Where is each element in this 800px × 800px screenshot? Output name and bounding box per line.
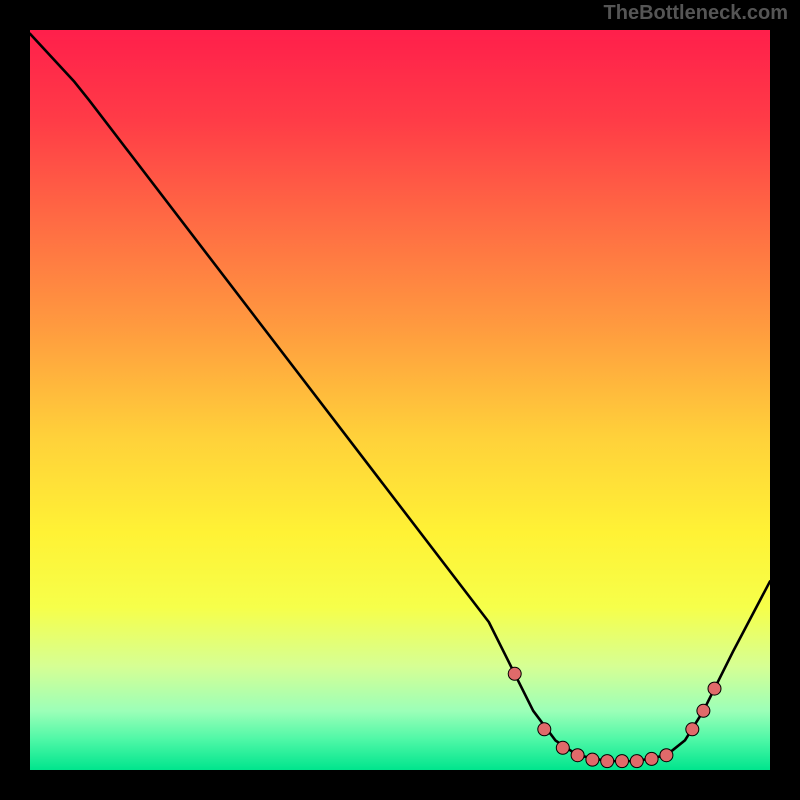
curve-marker: [645, 752, 658, 765]
curve-marker: [538, 723, 551, 736]
curve-marker: [571, 749, 584, 762]
curve-marker: [660, 749, 673, 762]
curve-marker: [616, 755, 629, 768]
curve-marker: [686, 723, 699, 736]
curve-marker: [556, 741, 569, 754]
curve-marker: [708, 682, 721, 695]
plot-background: [30, 30, 770, 770]
chart-svg: [0, 0, 800, 800]
curve-marker: [697, 704, 710, 717]
curve-marker: [586, 753, 599, 766]
curve-marker: [630, 755, 643, 768]
curve-marker: [601, 755, 614, 768]
curve-marker: [508, 667, 521, 680]
chart-root: TheBottleneck.com: [0, 0, 800, 800]
watermark-text: TheBottleneck.com: [604, 2, 788, 25]
